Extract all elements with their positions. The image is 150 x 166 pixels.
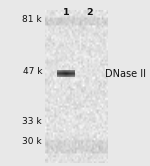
Text: 30 k: 30 k [22, 137, 42, 146]
Text: 33 k: 33 k [22, 117, 42, 126]
Text: DNase II: DNase II [105, 69, 146, 79]
Text: 1: 1 [63, 8, 69, 17]
Bar [45, 10, 108, 163]
Text: 81 k: 81 k [22, 15, 42, 24]
Text: 2: 2 [87, 8, 93, 17]
Text: 47 k: 47 k [22, 67, 42, 76]
